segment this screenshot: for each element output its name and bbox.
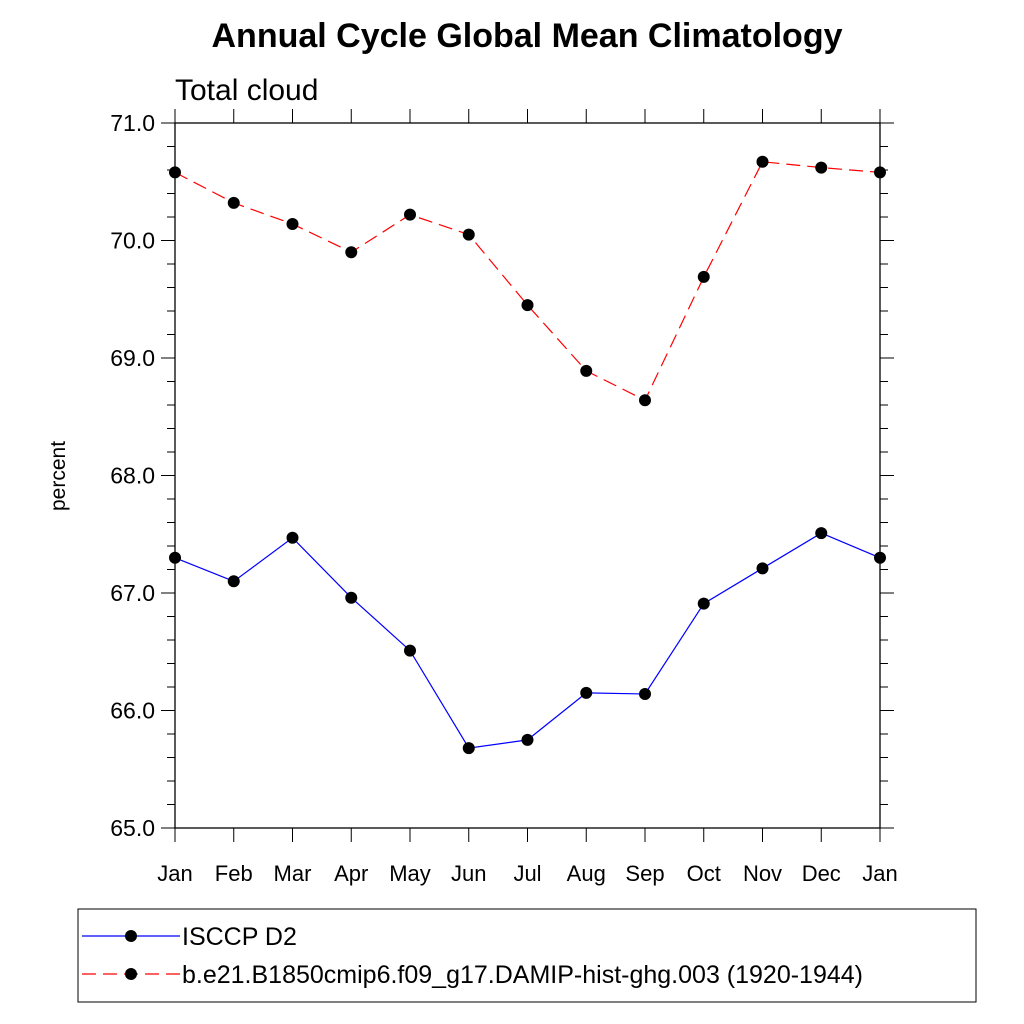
series-1-point	[227, 575, 240, 588]
y-tick-label: 67.0	[110, 580, 155, 606]
y-tick-label: 69.0	[110, 345, 155, 371]
legend-marker-1	[125, 930, 137, 942]
series-2-point	[756, 155, 769, 168]
major-ticks	[161, 109, 894, 842]
x-tick-label: May	[389, 861, 431, 886]
x-tick-label: Jul	[513, 861, 541, 886]
y-tick-label: 68.0	[110, 463, 155, 489]
series-2-point	[874, 166, 886, 179]
series-1-point	[286, 531, 299, 544]
x-tick-label: Apr	[334, 861, 368, 886]
y-tick-label: 66.0	[110, 698, 155, 724]
chart-subtitle: Total cloud	[175, 74, 318, 107]
series-2-point	[815, 161, 828, 174]
series-2-point	[227, 196, 240, 209]
x-tick-label: Mar	[274, 861, 312, 886]
x-tick-label: Dec	[802, 861, 841, 886]
series-2-point	[697, 270, 710, 283]
series-2-point	[345, 246, 358, 259]
legend-label-2: b.e21.B1850cmip6.f09_g17.DAMIP-hist-ghg.…	[182, 961, 863, 989]
legend-items: ISCCP D2 b.e21.B1850cmip6.f09_g17.DAMIP-h…	[82, 923, 863, 989]
series-2-point	[462, 228, 475, 241]
series-1-point	[639, 688, 651, 701]
series-1-point	[756, 562, 769, 575]
series-markers	[169, 155, 886, 755]
x-tick-label: Aug	[567, 861, 606, 886]
x-tick-label: Oct	[687, 861, 721, 886]
x-tick-labels: Jan Feb Mar Apr May Jun Jul Aug Sep Oct Nov Dec Jan	[157, 861, 897, 886]
x-tick-label: Feb	[215, 861, 253, 886]
series-lines	[174, 161, 881, 749]
x-tick-label: Nov	[743, 861, 782, 886]
y-tick-label: 65.0	[110, 815, 155, 841]
legend-box	[77, 908, 977, 1003]
y-tick-labels: 65.0 66.0 67.0 68.0 69.0 70.0 71.0	[110, 110, 155, 841]
series-2-point	[169, 166, 181, 179]
plot-frame	[174, 122, 881, 829]
series-1-point	[874, 551, 886, 564]
series-line-2	[174, 161, 881, 402]
legend-label-1: ISCCP D2	[182, 923, 297, 951]
series-2-point	[521, 299, 534, 312]
legend-marker-2	[125, 968, 137, 980]
series-1-point	[404, 644, 416, 657]
x-tick-label: Jun	[451, 861, 486, 886]
y-tick-label: 71.0	[110, 110, 155, 136]
x-tick-label: Jan	[157, 861, 192, 886]
x-tick-label: Jan	[862, 861, 897, 886]
series-1-point	[345, 591, 358, 604]
series-1-point	[580, 686, 593, 699]
series-1-point	[462, 742, 475, 755]
series-1-point	[169, 551, 181, 564]
y-axis-label: percent	[47, 441, 70, 511]
series-2-point	[404, 208, 416, 221]
series-2-point	[639, 394, 651, 407]
series-1-point	[697, 597, 710, 610]
legend: ISCCP D2 b.e21.B1850cmip6.f09_g17.DAMIP-h…	[77, 908, 977, 1003]
series-line-1	[174, 532, 881, 749]
series-2-point	[286, 218, 299, 231]
series-2-point	[580, 364, 593, 377]
minor-ticks	[167, 146, 888, 805]
series-1-point	[815, 527, 828, 540]
chart-title: Annual Cycle Global Mean Climatology	[212, 17, 843, 55]
series-1-point	[521, 733, 534, 746]
y-tick-label: 70.0	[110, 228, 155, 254]
x-tick-label: Sep	[625, 861, 664, 886]
